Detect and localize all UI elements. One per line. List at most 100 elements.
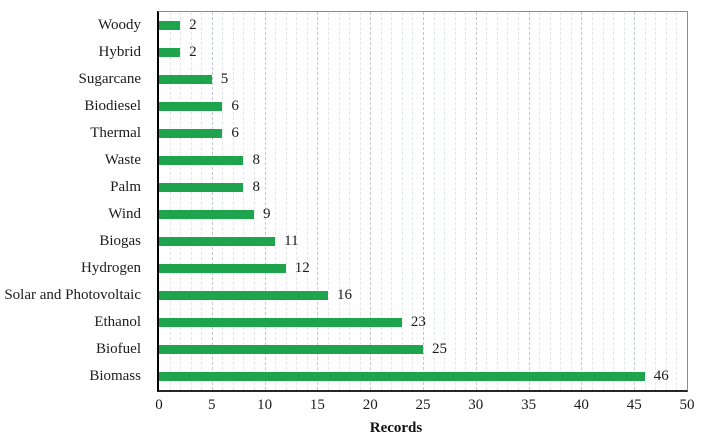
x-tick-label: 40 xyxy=(573,397,589,413)
bar xyxy=(159,237,276,246)
grid-line-minor xyxy=(169,12,171,390)
bar-value-label: 6 xyxy=(231,98,239,114)
x-tick-label: 35 xyxy=(521,397,537,413)
grid-line-minor xyxy=(296,12,298,390)
grid-line-minor xyxy=(655,12,657,390)
bar-value-label: 9 xyxy=(263,206,271,222)
grid-line-minor xyxy=(285,12,287,390)
grid-line-major xyxy=(317,12,319,390)
bar xyxy=(159,318,402,327)
grid-line-minor xyxy=(275,12,277,390)
grid-line-minor xyxy=(465,12,467,390)
grid-line-minor xyxy=(591,12,593,390)
x-tick-label: 5 xyxy=(208,397,216,413)
x-axis-title: Records xyxy=(369,420,423,436)
plot-inner: 2 2 5 6 6 8 8 9 11 12 16 23 25 46 xyxy=(159,12,687,390)
x-tick-label: 45 xyxy=(626,397,642,413)
grid-line-minor xyxy=(496,12,498,390)
grid-line-major xyxy=(634,12,636,390)
category-label: Biodiesel xyxy=(84,98,141,114)
grid-line-minor xyxy=(560,12,562,390)
grid-line-minor xyxy=(539,12,541,390)
bar-value-label: 2 xyxy=(189,17,197,33)
plot-area: 2 2 5 6 6 8 8 9 11 12 16 23 25 46 xyxy=(157,11,688,392)
x-tick-label: 10 xyxy=(257,397,273,413)
category-label: Woody xyxy=(98,17,141,33)
grid-line-major xyxy=(370,12,372,390)
x-tick-label: 20 xyxy=(362,397,378,413)
grid-line-minor xyxy=(254,12,256,390)
grid-line-major xyxy=(581,12,583,390)
category-label: Sugarcane xyxy=(78,71,141,87)
category-label: Biogas xyxy=(99,233,141,249)
x-tick-label: 50 xyxy=(679,397,695,413)
grid-line-minor xyxy=(665,12,667,390)
grid-line-minor xyxy=(570,12,572,390)
x-tick-label: 15 xyxy=(309,397,325,413)
grid-line-minor xyxy=(349,12,351,390)
grid-line-minor xyxy=(623,12,625,390)
grid-line-minor xyxy=(243,12,245,390)
bar xyxy=(159,183,244,192)
grid-line-minor xyxy=(391,12,393,390)
grid-line-minor xyxy=(444,12,446,390)
y-axis-category-labels: Woody Hybrid Sugarcane Biodiesel Thermal Wast… xyxy=(0,11,149,392)
grid-line-major xyxy=(264,12,266,390)
bar-value-label: 16 xyxy=(336,287,352,303)
grid-line-minor xyxy=(232,12,234,390)
grid-line-major xyxy=(423,12,424,390)
x-tick-label: 30 xyxy=(468,397,484,413)
bar xyxy=(159,21,181,30)
bar-value-label: 11 xyxy=(284,233,299,249)
grid-line-minor xyxy=(507,12,509,390)
category-label: Biomass xyxy=(89,368,141,384)
grid-line-minor xyxy=(602,12,604,390)
category-label: Biofuel xyxy=(96,341,141,357)
grid-line-minor xyxy=(190,12,192,390)
bar xyxy=(159,291,328,300)
bar-value-label: 12 xyxy=(294,260,310,276)
category-label: Hybrid xyxy=(98,44,142,60)
grid-line-minor xyxy=(306,12,308,390)
category-label: Ethanol xyxy=(94,314,141,330)
grid-line-minor xyxy=(433,12,435,390)
bar xyxy=(159,75,212,84)
bar xyxy=(159,210,255,219)
grid-line-minor xyxy=(380,12,382,390)
grid-line-minor xyxy=(486,12,488,390)
grid-line-minor xyxy=(549,12,551,390)
bar xyxy=(159,345,423,354)
bar-value-label: 8 xyxy=(252,152,260,168)
grid-line-minor xyxy=(327,12,329,390)
category-label: Waste xyxy=(104,152,141,168)
grid-line-minor xyxy=(454,12,456,390)
category-label: Palm xyxy=(110,179,141,195)
category-label: Thermal xyxy=(90,125,141,141)
bar xyxy=(159,102,223,111)
bar xyxy=(159,48,181,57)
grid-line-minor xyxy=(338,12,340,390)
category-label: Hydrogen xyxy=(81,260,141,276)
bar xyxy=(159,129,223,138)
grid-line-minor xyxy=(359,12,361,390)
bar-value-label: 6 xyxy=(231,125,239,141)
grid-line-minor xyxy=(180,12,182,390)
x-tick-label: 25 xyxy=(415,397,431,413)
grid-line-minor xyxy=(644,12,646,390)
x-axis-tick-labels: 0 5 10 15 20 25 30 35 40 45 50 xyxy=(155,397,694,417)
category-label: Wind xyxy=(108,206,141,222)
grid-line-minor xyxy=(613,12,615,390)
x-tick-label: 0 xyxy=(155,397,163,413)
grid-line-minor xyxy=(518,12,520,390)
bar-value-label: 2 xyxy=(189,44,197,60)
bar xyxy=(159,156,244,165)
grid-line-minor xyxy=(412,12,414,390)
bar-value-label: 5 xyxy=(220,71,229,87)
bar xyxy=(159,372,645,381)
grid-line-minor xyxy=(201,12,203,390)
grid-line-major xyxy=(211,12,213,390)
bar-value-label: 46 xyxy=(653,368,669,384)
bar-value-label: 8 xyxy=(252,179,260,195)
grid-line-major xyxy=(528,12,530,390)
